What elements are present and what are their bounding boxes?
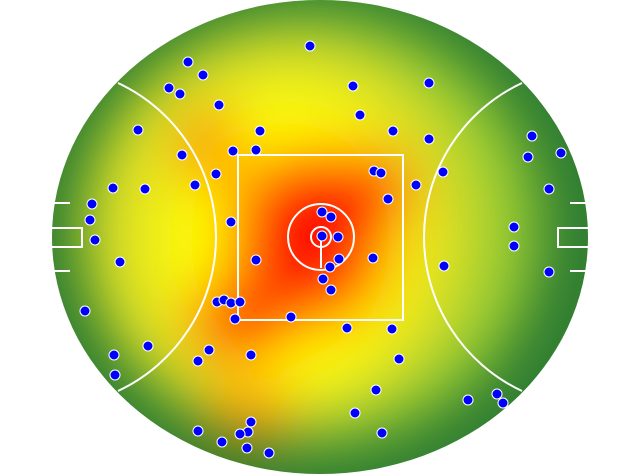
point xyxy=(367,252,379,264)
point xyxy=(142,340,154,352)
point xyxy=(192,355,204,367)
point xyxy=(241,442,253,454)
point xyxy=(203,344,215,356)
point xyxy=(382,193,394,205)
point xyxy=(210,168,222,180)
point xyxy=(341,322,353,334)
point xyxy=(213,99,225,111)
point xyxy=(491,388,503,400)
point xyxy=(250,144,262,156)
point xyxy=(375,167,387,179)
point xyxy=(192,425,204,437)
point xyxy=(423,133,435,145)
point xyxy=(254,125,266,137)
point xyxy=(79,305,91,317)
point xyxy=(370,384,382,396)
point xyxy=(347,80,359,92)
point xyxy=(387,125,399,137)
point xyxy=(174,88,186,100)
point xyxy=(225,297,237,309)
point xyxy=(462,394,474,406)
point xyxy=(189,179,201,191)
point xyxy=(109,369,121,381)
point xyxy=(304,40,316,52)
point xyxy=(182,56,194,68)
point xyxy=(263,447,275,459)
point xyxy=(234,296,246,308)
point xyxy=(543,266,555,278)
point xyxy=(316,206,328,218)
point xyxy=(376,427,388,439)
point xyxy=(107,182,119,194)
point xyxy=(325,211,337,223)
point xyxy=(543,183,555,195)
point xyxy=(508,240,520,252)
point xyxy=(197,69,209,81)
point xyxy=(497,397,509,409)
point xyxy=(522,151,534,163)
point xyxy=(234,428,246,440)
point xyxy=(132,124,144,136)
point xyxy=(555,147,567,159)
point xyxy=(325,284,337,296)
point xyxy=(410,179,422,191)
point xyxy=(139,183,151,195)
point xyxy=(245,349,257,361)
point xyxy=(526,130,538,142)
point xyxy=(393,353,405,365)
point xyxy=(332,231,344,243)
point xyxy=(229,313,241,325)
point xyxy=(438,260,450,272)
point xyxy=(245,416,257,428)
point xyxy=(108,349,120,361)
point xyxy=(508,221,520,233)
point xyxy=(285,311,297,323)
point xyxy=(216,436,228,448)
point xyxy=(114,256,126,268)
point xyxy=(250,254,262,266)
point xyxy=(89,234,101,246)
field-lines xyxy=(52,82,588,392)
point xyxy=(354,109,366,121)
point xyxy=(437,166,449,178)
point xyxy=(163,82,175,94)
point xyxy=(86,198,98,210)
point xyxy=(324,261,336,273)
point xyxy=(349,407,361,419)
point xyxy=(423,77,435,89)
point xyxy=(227,145,239,157)
point xyxy=(317,273,329,285)
point xyxy=(84,214,96,226)
point xyxy=(316,230,328,242)
point xyxy=(225,216,237,228)
point xyxy=(333,253,345,265)
point xyxy=(176,149,188,161)
point xyxy=(386,323,398,335)
